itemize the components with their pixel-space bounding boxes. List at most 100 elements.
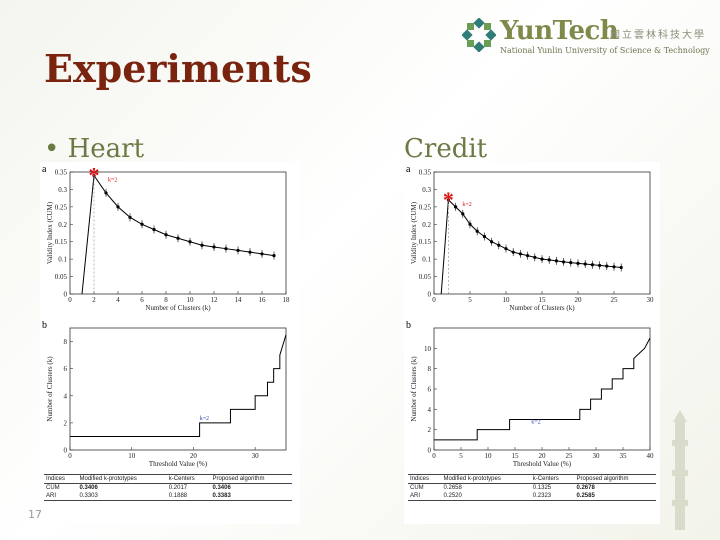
table-cell: 0.3303 bbox=[77, 492, 167, 501]
table-header: k-Centers bbox=[166, 474, 211, 484]
y-tick-label: 0.2 bbox=[58, 221, 67, 229]
x-tick-label: 30 bbox=[252, 452, 260, 460]
table-cell: 0.3383 bbox=[210, 492, 292, 501]
y-tick-label: 0.3 bbox=[58, 186, 67, 194]
table-row: CUM 0.2658 0.1325 0.2678 bbox=[408, 484, 656, 493]
data-point bbox=[128, 215, 132, 219]
data-point bbox=[576, 261, 580, 265]
k-annotation: k=2 bbox=[108, 177, 117, 183]
table-cell: 0.2323 bbox=[530, 492, 575, 501]
x-tick-label: 10 bbox=[128, 452, 136, 460]
table-cell: 0.1888 bbox=[166, 492, 211, 501]
heart-results-table: Indices Modified k-prototypes k-Centers … bbox=[44, 474, 292, 501]
heart-charts: a 0 2 4 6 8 10 12 14 16 1800.050.10.150.20.250.30… bbox=[42, 162, 290, 468]
x-tick-label: 10 bbox=[503, 296, 511, 304]
y-axis-label: Validity Index (CUM) bbox=[46, 201, 54, 264]
table-cell: ARI bbox=[44, 492, 78, 501]
x-tick-label: 5 bbox=[459, 452, 463, 460]
plot-frame bbox=[69, 327, 287, 451]
data-point bbox=[446, 198, 450, 202]
x-axis-label: Threshold Value (%) bbox=[513, 460, 572, 468]
page-number: 17 bbox=[28, 508, 42, 521]
data-point bbox=[248, 250, 252, 254]
x-tick-label: 25 bbox=[566, 452, 574, 460]
x-tick-label: 10 bbox=[187, 296, 195, 304]
x-tick-label: 20 bbox=[539, 452, 547, 460]
data-point bbox=[236, 248, 240, 253]
plot-frame bbox=[69, 171, 287, 295]
y-tick-label: 0.3 bbox=[422, 186, 431, 194]
data-point bbox=[490, 240, 494, 244]
y-tick-label: 0.25 bbox=[419, 203, 432, 211]
data-point bbox=[176, 236, 180, 240]
x-tick-label: 5 bbox=[468, 296, 472, 304]
table-header: Indices bbox=[408, 474, 442, 484]
table-cell: ARI bbox=[408, 492, 442, 501]
x-tick-label: 20 bbox=[575, 296, 583, 304]
y-tick-label: 6 bbox=[428, 386, 432, 394]
y-tick-label: 0 bbox=[64, 447, 68, 455]
series-line bbox=[70, 334, 287, 437]
x-tick-label: 30 bbox=[647, 296, 655, 304]
y-tick-label: 2 bbox=[64, 419, 68, 427]
x-tick-label: 35 bbox=[620, 452, 628, 460]
table-row: ARI 0.2520 0.2323 0.2585 bbox=[408, 492, 656, 501]
table-cell: 0.1325 bbox=[532, 485, 552, 491]
data-point bbox=[461, 212, 465, 216]
data-point bbox=[116, 205, 120, 209]
x-tick-label: 40 bbox=[647, 452, 655, 460]
table-cell: 0.2678 bbox=[576, 485, 595, 491]
series-line bbox=[434, 337, 651, 441]
credit-panel-a-letter: a bbox=[406, 164, 411, 175]
heart-chart-a: 0 2 4 6 8 10 12 14 16 18 0 0.05 0.1 0.15 0.2 0.25 0.3 0.3… bbox=[46, 162, 290, 312]
y-tick-label: 8 bbox=[428, 365, 432, 373]
y-tick-label: 0.05 bbox=[55, 273, 68, 281]
data-point bbox=[482, 234, 486, 239]
x-tick-label: 6 bbox=[140, 296, 144, 304]
data-point bbox=[152, 227, 156, 232]
data-point bbox=[511, 250, 515, 254]
data-point bbox=[454, 205, 458, 209]
y-tick-label: 0.1 bbox=[58, 256, 67, 264]
table-header: k-Centers bbox=[530, 474, 575, 484]
clock-tower-icon bbox=[672, 410, 688, 530]
x-tick-label: 0 bbox=[432, 296, 436, 304]
slide-title: Experiments bbox=[44, 46, 312, 91]
heart-panel-a-letter: a bbox=[42, 164, 47, 175]
table-cell: 0.2585 bbox=[574, 492, 656, 501]
credit-chart-b: 0 5 10 15 20 25 30 35 40 0 2 4 6 8 10 Threshold Value (… bbox=[410, 327, 655, 468]
x-tick-label: 20 bbox=[190, 452, 198, 460]
data-point bbox=[605, 264, 609, 268]
y-tick-label: 0.35 bbox=[419, 169, 432, 177]
table-row: ARI 0.3303 0.1888 0.3383 bbox=[44, 492, 292, 501]
table-row: CUM 0.3406 0.2017 0.3406 bbox=[44, 484, 292, 493]
data-point bbox=[497, 243, 501, 247]
data-point bbox=[526, 254, 530, 258]
credit-figure: a 0 5 10 15 20 25 30 0 0.05 0.1 0.15 0.2 0.25 0.3 0.35… bbox=[404, 162, 660, 524]
data-point bbox=[547, 258, 551, 262]
y-tick-label: 6 bbox=[64, 365, 68, 373]
data-point bbox=[619, 265, 623, 270]
data-point bbox=[104, 191, 108, 195]
series-line bbox=[440, 198, 622, 295]
data-point bbox=[598, 263, 602, 268]
data-point bbox=[272, 254, 276, 258]
k-annotation: k=2 bbox=[200, 416, 209, 422]
data-point bbox=[475, 229, 479, 233]
k-annotation: k=2 bbox=[531, 420, 540, 426]
data-point bbox=[583, 262, 587, 266]
data-point bbox=[569, 261, 573, 265]
bullet-heart: • Heart bbox=[44, 134, 145, 164]
y-tick-label: 0.25 bbox=[55, 203, 68, 211]
table-cell: 0.3406 bbox=[79, 485, 98, 491]
data-point bbox=[224, 247, 228, 251]
table-header: Modified k-prototypes bbox=[77, 474, 167, 484]
k-annotation: k=2 bbox=[462, 202, 471, 208]
y-axis-label: Validity Index (CUM) bbox=[410, 201, 418, 264]
data-point bbox=[140, 222, 144, 226]
data-point bbox=[260, 252, 264, 256]
table-cell: CUM bbox=[410, 485, 424, 491]
y-tick-label: 0.2 bbox=[422, 221, 431, 229]
credit-charts: a 0 5 10 15 20 25 3000.050.10.150.20.250.30.35… bbox=[406, 164, 655, 468]
credit-chart-a: 0 5 10 15 20 25 30 0 0.05 0.1 0.15 0.2 0.25 0.3 0.35 Nu… bbox=[410, 169, 654, 313]
